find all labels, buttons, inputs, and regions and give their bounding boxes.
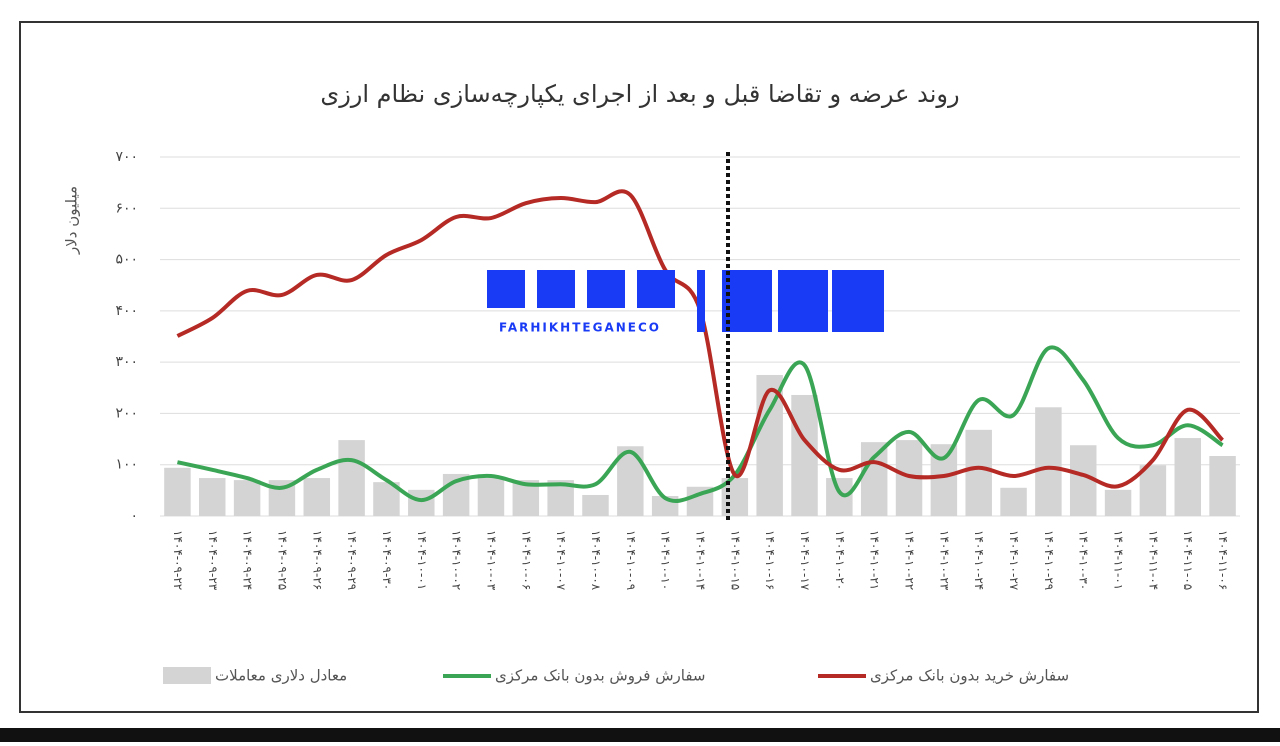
instagram-icon — [587, 270, 625, 308]
x-tick-label: ۱۴۰۴-۱۰-۰۶ — [519, 530, 533, 590]
x-tick-label: ۱۴۰۴-۱۰-۱۴ — [694, 530, 708, 590]
bar — [477, 478, 505, 516]
bar — [164, 467, 191, 516]
bar — [826, 478, 853, 516]
logo-box — [832, 270, 884, 332]
line — [176, 189, 1225, 489]
bar — [199, 478, 226, 516]
x-tick-label: ۱۴۰۴-۰۹-۲۳ — [206, 530, 220, 591]
x-tick-label: ۱۴۰۴-۱۰-۰۹ — [624, 530, 638, 590]
x-tick-label: ۱۴۰۴-۱۱-۰۱ — [1112, 530, 1126, 590]
telegram-icon — [637, 270, 675, 308]
watermark-text: FARHIKHTEGANECO — [499, 321, 661, 335]
bar — [1104, 489, 1132, 516]
y-tick-label: ۵۰۰ — [115, 252, 138, 268]
bar — [1139, 465, 1167, 516]
bar — [791, 394, 818, 516]
bar — [1000, 487, 1027, 516]
youtube-icon — [537, 270, 575, 308]
bar — [860, 442, 888, 516]
x-tick-label: ۱۴۰۴-۱۰-۰۷ — [554, 530, 568, 591]
logo-bar — [697, 270, 705, 332]
x-tick-label: ۱۴۰۴-۱۱-۰۶ — [1216, 530, 1230, 590]
chart-title: روند عرضه و تقاضا قبل و بعد از اجرای یکپ… — [320, 80, 959, 108]
legend-swatch — [163, 667, 211, 684]
x-tick-label: ۱۴۰۴-۱۰-۲۷ — [1007, 530, 1021, 591]
frame — [19, 21, 1259, 713]
bar — [1035, 407, 1062, 516]
logo-e — [722, 270, 772, 332]
x-tick-label: ۱۴۰۴-۱۰-۲۳ — [937, 530, 951, 591]
x-tick-label: ۱۴۰۴-۱۰-۱۰ — [659, 530, 673, 590]
x-tick-label: ۱۴۰۴-۱۰-۲۴ — [972, 530, 986, 590]
y-tick-label: ۱۰۰ — [115, 457, 138, 473]
bar — [303, 478, 331, 516]
x-icon — [487, 270, 525, 308]
bar — [1209, 455, 1236, 516]
x-tick-label: ۱۴۰۴-۱۰-۲۰ — [833, 530, 847, 590]
x-tick-label: ۱۴۰۴-۰۹-۲۴ — [241, 530, 255, 590]
y-tick-label: ۰ — [130, 508, 138, 524]
x-tick-label: ۱۴۰۴-۱۱-۰۴ — [1146, 530, 1160, 590]
x-tick-label: ۱۴۰۴-۰۹-۲۲ — [171, 530, 185, 590]
bar — [233, 480, 261, 516]
y-tick-label: ۳۰۰ — [115, 354, 138, 370]
bar — [408, 489, 435, 516]
bar — [1174, 438, 1201, 516]
line — [176, 345, 1224, 503]
legend-label: سفارش خرید بدون بانک مرکزی — [870, 667, 1069, 685]
bar — [965, 429, 992, 516]
x-tick-label: ۱۴۰۴-۱۰-۱۵ — [728, 530, 742, 590]
x-tick-label: ۱۴۰۴-۱۰-۱۷ — [798, 530, 812, 591]
logo-c — [778, 270, 828, 332]
x-tick-label: ۱۴۰۴-۰۹-۳۰ — [380, 530, 394, 590]
bar — [756, 374, 783, 516]
y-axis-label: میلیون دلار — [63, 186, 81, 255]
x-tick-label: ۱۴۰۴-۰۹-۲۹ — [345, 530, 359, 590]
legend-label: سفارش فروش بدون بانک مرکزی — [495, 667, 705, 685]
x-tick-label: ۱۴۰۴-۰۹-۲۵ — [275, 530, 289, 590]
y-tick-label: ۴۰۰ — [115, 303, 138, 319]
legend-label: معادل دلاری معاملات — [215, 667, 347, 685]
bar — [582, 494, 609, 516]
bar — [338, 440, 365, 516]
y-tick-label: ۶۰۰ — [115, 200, 138, 216]
x-tick-label: ۱۴۰۴-۱۰-۰۲ — [450, 530, 464, 590]
y-tick-label: ۷۰۰ — [115, 149, 138, 165]
bottom-bar — [0, 728, 1280, 742]
x-tick-label: ۱۴۰۴-۱۰-۳۰ — [1077, 530, 1091, 590]
x-tick-label: ۱۴۰۴-۱۰-۰۳ — [484, 530, 498, 591]
y-tick-label: ۲۰۰ — [115, 405, 138, 421]
x-tick-label: ۱۴۰۴-۱۰-۲۲ — [903, 530, 917, 590]
x-tick-label: ۱۴۰۴-۰۹-۲۶ — [310, 530, 324, 590]
x-tick-label: ۱۴۰۴-۱۰-۰۱ — [415, 530, 429, 590]
x-tick-label: ۱۴۰۴-۱۱-۰۵ — [1181, 530, 1195, 590]
x-tick-label: ۱۴۰۴-۱۰-۱۶ — [763, 530, 777, 590]
x-tick-label: ۱۴۰۴-۱۰-۲۱ — [868, 530, 882, 590]
watermark: FARHIKHTEGANECO — [487, 270, 884, 335]
x-tick-label: ۱۴۰۴-۱۰-۲۹ — [1042, 530, 1056, 590]
x-tick-label: ۱۴۰۴-۱۰-۰۸ — [589, 530, 603, 591]
